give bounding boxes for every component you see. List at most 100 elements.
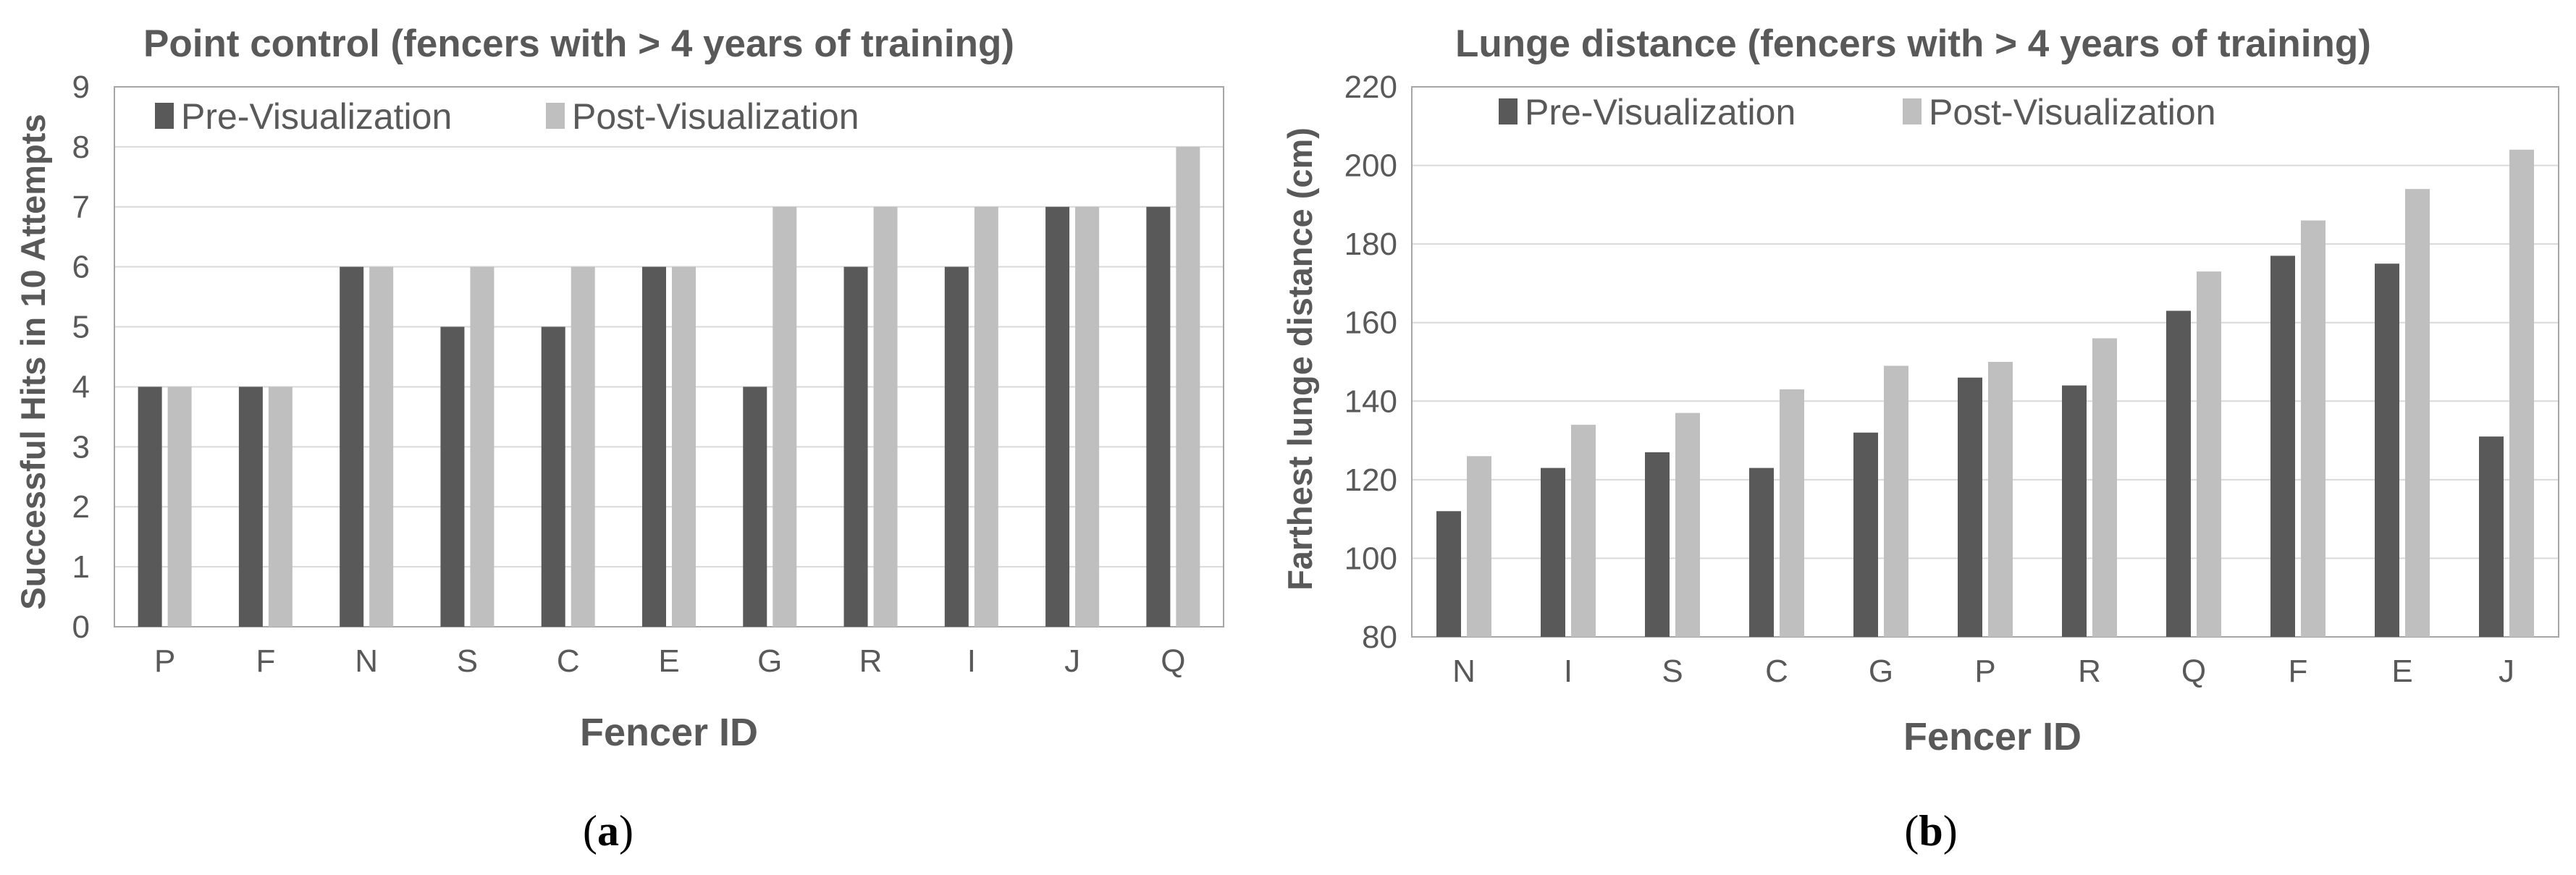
x-tick-label-a: F xyxy=(256,643,275,679)
y-tick-label-b: 140 xyxy=(1344,384,1397,419)
chart-title-a: Point control (fencers with > 4 years of… xyxy=(143,22,1014,65)
y-tick-label-a: 3 xyxy=(72,429,90,465)
bar-post-a-r xyxy=(873,206,898,627)
bar-post-b-i xyxy=(1571,424,1596,637)
bar-pre-b-p xyxy=(1958,377,1982,637)
legend-swatch-pre-b xyxy=(1499,98,1518,124)
bar-post-b-n xyxy=(1467,456,1491,637)
bar-post-b-r xyxy=(2092,338,2117,637)
bar-post-a-q xyxy=(1176,146,1200,627)
x-tick-label-a: C xyxy=(557,643,580,679)
x-tick-label-a: R xyxy=(859,643,883,679)
x-tick-label-a: G xyxy=(757,643,782,679)
y-tick-label-a: 0 xyxy=(72,609,90,645)
x-tick-label-a: E xyxy=(658,643,679,679)
bar-post-b-f xyxy=(2301,220,2325,638)
chart-panel-b: Lunge distance (fencers with > 4 years o… xyxy=(1281,22,2559,855)
x-axis-label-b: Fencer ID xyxy=(1903,715,2082,758)
y-tick-label-b: 180 xyxy=(1344,227,1397,262)
y-tick-label-b: 160 xyxy=(1344,305,1397,341)
bar-pre-b-j xyxy=(2479,436,2504,637)
bar-post-a-p xyxy=(167,386,192,627)
legend-swatch-post-a xyxy=(546,103,565,129)
x-tick-label-a: Q xyxy=(1161,643,1185,679)
bar-post-b-p xyxy=(1988,362,2013,637)
plot-area-a: 0 1 2 3 4 5 6 7 8 9 P F N S C E G R I J Q Pre-Visualization Po… xyxy=(72,69,1224,679)
legend-label-post-a: Post-Visualization xyxy=(572,96,859,137)
y-tick-label-a: 5 xyxy=(72,310,90,345)
legend-swatch-pre-a xyxy=(155,103,174,129)
bar-pre-a-i xyxy=(944,266,969,627)
x-tick-label-a: P xyxy=(154,643,175,679)
bar-post-a-e xyxy=(672,266,696,627)
bar-pre-b-i xyxy=(1541,468,1565,637)
bar-pre-a-q xyxy=(1146,206,1171,627)
y-tick-label-a: 4 xyxy=(72,369,90,405)
y-tick-label-a: 8 xyxy=(72,130,90,165)
legend-label-post-b: Post-Visualization xyxy=(1929,92,2216,132)
bar-post-a-s xyxy=(470,266,494,627)
bar-pre-a-c xyxy=(541,326,565,627)
bar-pre-a-r xyxy=(843,266,868,627)
x-tick-label-a: S xyxy=(457,643,478,679)
bar-post-a-j xyxy=(1075,206,1100,627)
bar-pre-a-s xyxy=(440,326,465,627)
x-tick-label-b: C xyxy=(1765,654,1788,689)
y-axis-label-b: Farthest lunge distance (cm) xyxy=(1281,127,1319,591)
x-tick-label-b: Q xyxy=(2181,654,2206,689)
bar-pre-b-f xyxy=(2270,255,2295,637)
bar-pre-b-e xyxy=(2375,263,2399,637)
x-tick-label-b: E xyxy=(2391,654,2412,689)
bar-pre-a-n xyxy=(340,266,364,627)
chart-title-b: Lunge distance (fencers with > 4 years o… xyxy=(1455,22,2371,65)
y-axis-title-b: Farthest lunge distance (cm) xyxy=(1281,127,1319,591)
x-tick-label-b: I xyxy=(1564,654,1573,689)
bar-post-b-c xyxy=(1780,389,1804,637)
y-tick-label-b: 220 xyxy=(1344,69,1397,105)
bar-pre-b-g xyxy=(1853,432,1878,637)
bar-pre-a-g xyxy=(743,386,767,627)
bar-post-b-s xyxy=(1675,413,1700,637)
x-tick-label-b: G xyxy=(1869,654,1893,689)
y-axis-label-a: Successful Hits in 10 Attempts xyxy=(14,114,52,609)
legend-label-pre-b: Pre-Visualization xyxy=(1525,92,1796,132)
y-tick-label-a: 7 xyxy=(72,190,90,225)
x-tick-label-b: J xyxy=(2499,654,2514,689)
bar-pre-b-q xyxy=(2166,310,2191,637)
x-tick-label-a: N xyxy=(355,643,378,679)
y-tick-label-b: 200 xyxy=(1344,148,1397,184)
bar-pre-a-p xyxy=(138,386,162,627)
x-tick-label-b: R xyxy=(2078,654,2101,689)
x-tick-label-a: I xyxy=(967,643,976,679)
bar-post-a-n xyxy=(369,266,394,627)
bar-post-b-j xyxy=(2509,149,2534,637)
bar-post-b-e xyxy=(2405,189,2430,638)
plot-frame-a xyxy=(114,86,1224,627)
bar-pre-b-r xyxy=(2062,385,2087,637)
x-axis-label-a: Fencer ID xyxy=(580,711,758,754)
plot-area-b: 80 100 120 140 160 180 200 220 N I S C G P R Q F E J Pre-Vi… xyxy=(1344,69,2559,689)
bar-post-b-q xyxy=(2197,271,2221,637)
y-axis-title-a: Successful Hits in 10 Attempts xyxy=(14,114,52,609)
bar-post-b-g xyxy=(1884,365,1908,637)
panel-label-b: (b) xyxy=(1904,807,1957,855)
bar-post-a-g xyxy=(773,206,797,627)
y-tick-label-a: 1 xyxy=(72,549,90,585)
x-tick-label-b: F xyxy=(2289,654,2308,689)
x-tick-label-b: P xyxy=(1974,654,1995,689)
bar-pre-b-s xyxy=(1645,452,1670,637)
y-tick-label-a: 2 xyxy=(72,489,90,525)
bar-pre-a-f xyxy=(238,386,263,627)
legend-swatch-post-b xyxy=(1903,98,1922,124)
bar-post-a-c xyxy=(571,266,595,627)
bar-post-a-f xyxy=(268,386,292,627)
bar-post-a-i xyxy=(974,206,998,627)
y-tick-label-a: 9 xyxy=(72,69,90,105)
legend-label-pre-a: Pre-Visualization xyxy=(181,96,452,137)
y-tick-label-b: 80 xyxy=(1362,620,1397,655)
y-tick-label-a: 6 xyxy=(72,250,90,285)
plot-frame-b xyxy=(1411,86,2559,638)
bar-pre-b-n xyxy=(1436,511,1461,637)
chart-panel-a: Point control (fencers with > 4 years of… xyxy=(14,22,1224,855)
